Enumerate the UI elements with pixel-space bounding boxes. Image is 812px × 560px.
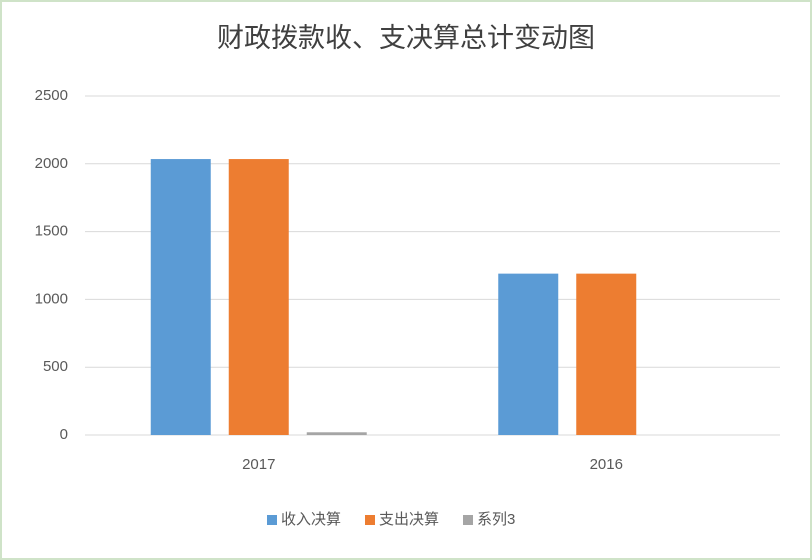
bar (576, 273, 637, 435)
legend-swatch (365, 515, 375, 525)
y-tick-label: 500 (43, 358, 68, 375)
x-tick-label: 2017 (242, 456, 275, 473)
y-tick-label: 2500 (35, 87, 68, 104)
y-tick-label: 2000 (35, 155, 68, 172)
legend-label: 支出决算 (379, 510, 439, 528)
y-tick-label: 0 (60, 426, 68, 443)
bar (150, 159, 211, 435)
legend-swatch (267, 515, 277, 525)
legend-swatch (463, 515, 473, 525)
chart-title: 财政拨款收、支决算总计变动图 (217, 23, 595, 53)
bar (228, 159, 289, 435)
legend-label: 系列3 (477, 511, 515, 528)
bar (306, 432, 367, 435)
y-tick-label: 1000 (35, 290, 68, 307)
y-tick-label: 1500 (35, 223, 68, 240)
x-tick-label: 2016 (590, 456, 623, 473)
bar (498, 273, 559, 435)
legend-label: 收入决算 (281, 510, 341, 528)
